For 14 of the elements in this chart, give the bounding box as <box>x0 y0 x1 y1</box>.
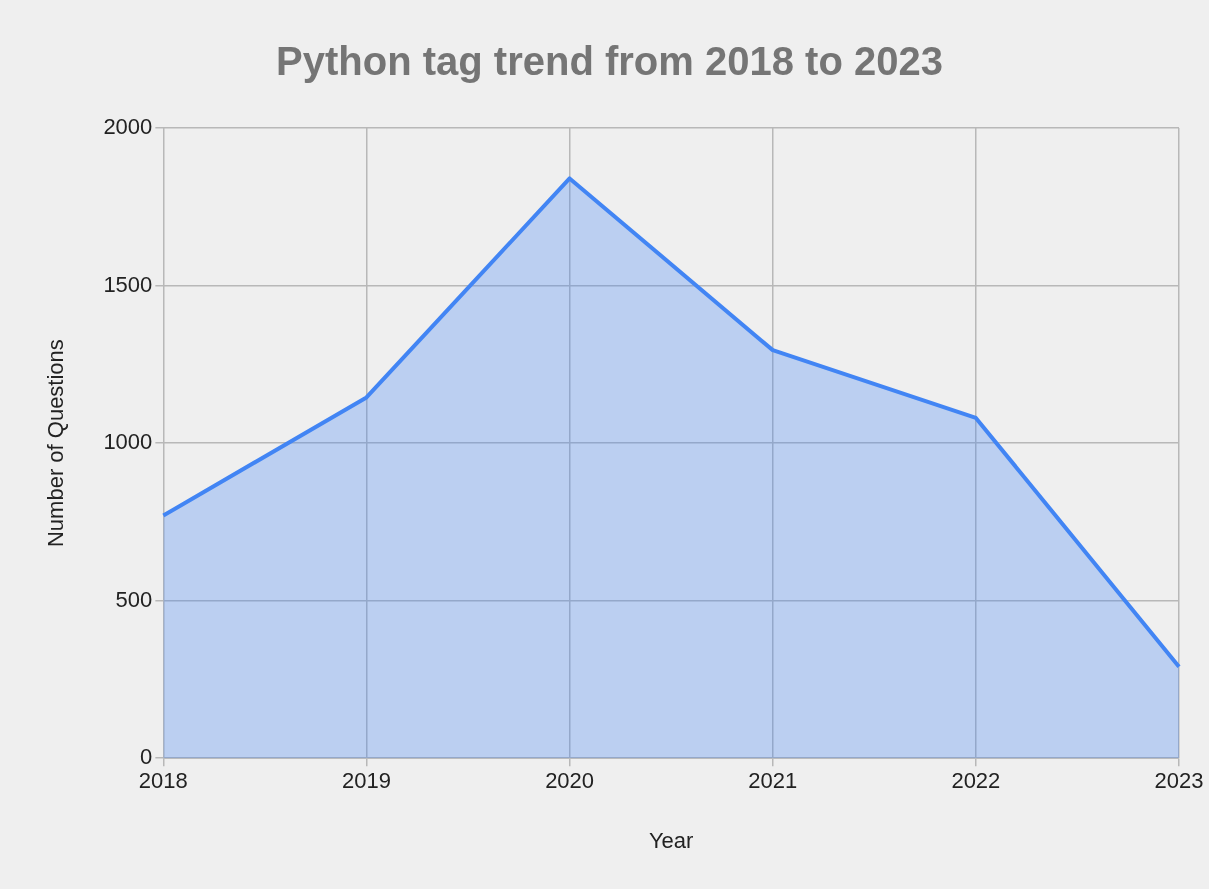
y-tick-label: 1500 <box>103 271 153 297</box>
y-tick-label: 2000 <box>103 114 153 140</box>
x-tick-label: 2021 <box>748 768 798 794</box>
y-axis-title: Number of Questions <box>43 339 69 548</box>
x-tick-label: 2022 <box>951 768 1001 794</box>
x-tick-label: 2023 <box>1154 768 1204 794</box>
y-tick-label: 1000 <box>103 429 153 455</box>
x-tick-label: 2020 <box>545 768 595 794</box>
chart-title: Python tag trend from 2018 to 2023 <box>276 39 943 84</box>
y-tick-label: 0 <box>140 744 153 770</box>
y-tick-label: 500 <box>115 586 153 612</box>
x-tick-label: 2019 <box>342 768 391 794</box>
x-axis-title: Year <box>648 827 694 853</box>
x-tick-label: 2018 <box>138 768 188 794</box>
